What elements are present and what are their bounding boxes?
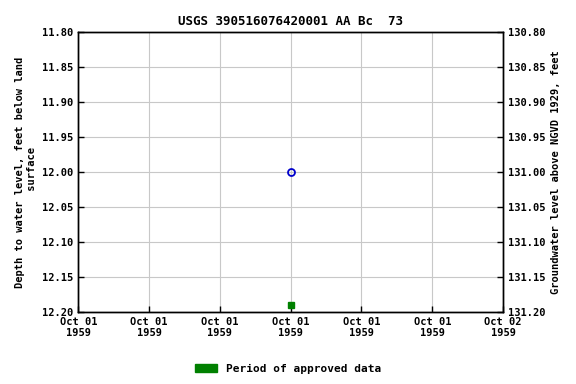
Title: USGS 390516076420001 AA Bc  73: USGS 390516076420001 AA Bc 73 — [178, 15, 403, 28]
Legend: Period of approved data: Period of approved data — [191, 359, 385, 379]
Y-axis label: Groundwater level above NGVD 1929, feet: Groundwater level above NGVD 1929, feet — [551, 50, 561, 294]
Y-axis label: Depth to water level, feet below land
 surface: Depth to water level, feet below land su… — [15, 56, 37, 288]
